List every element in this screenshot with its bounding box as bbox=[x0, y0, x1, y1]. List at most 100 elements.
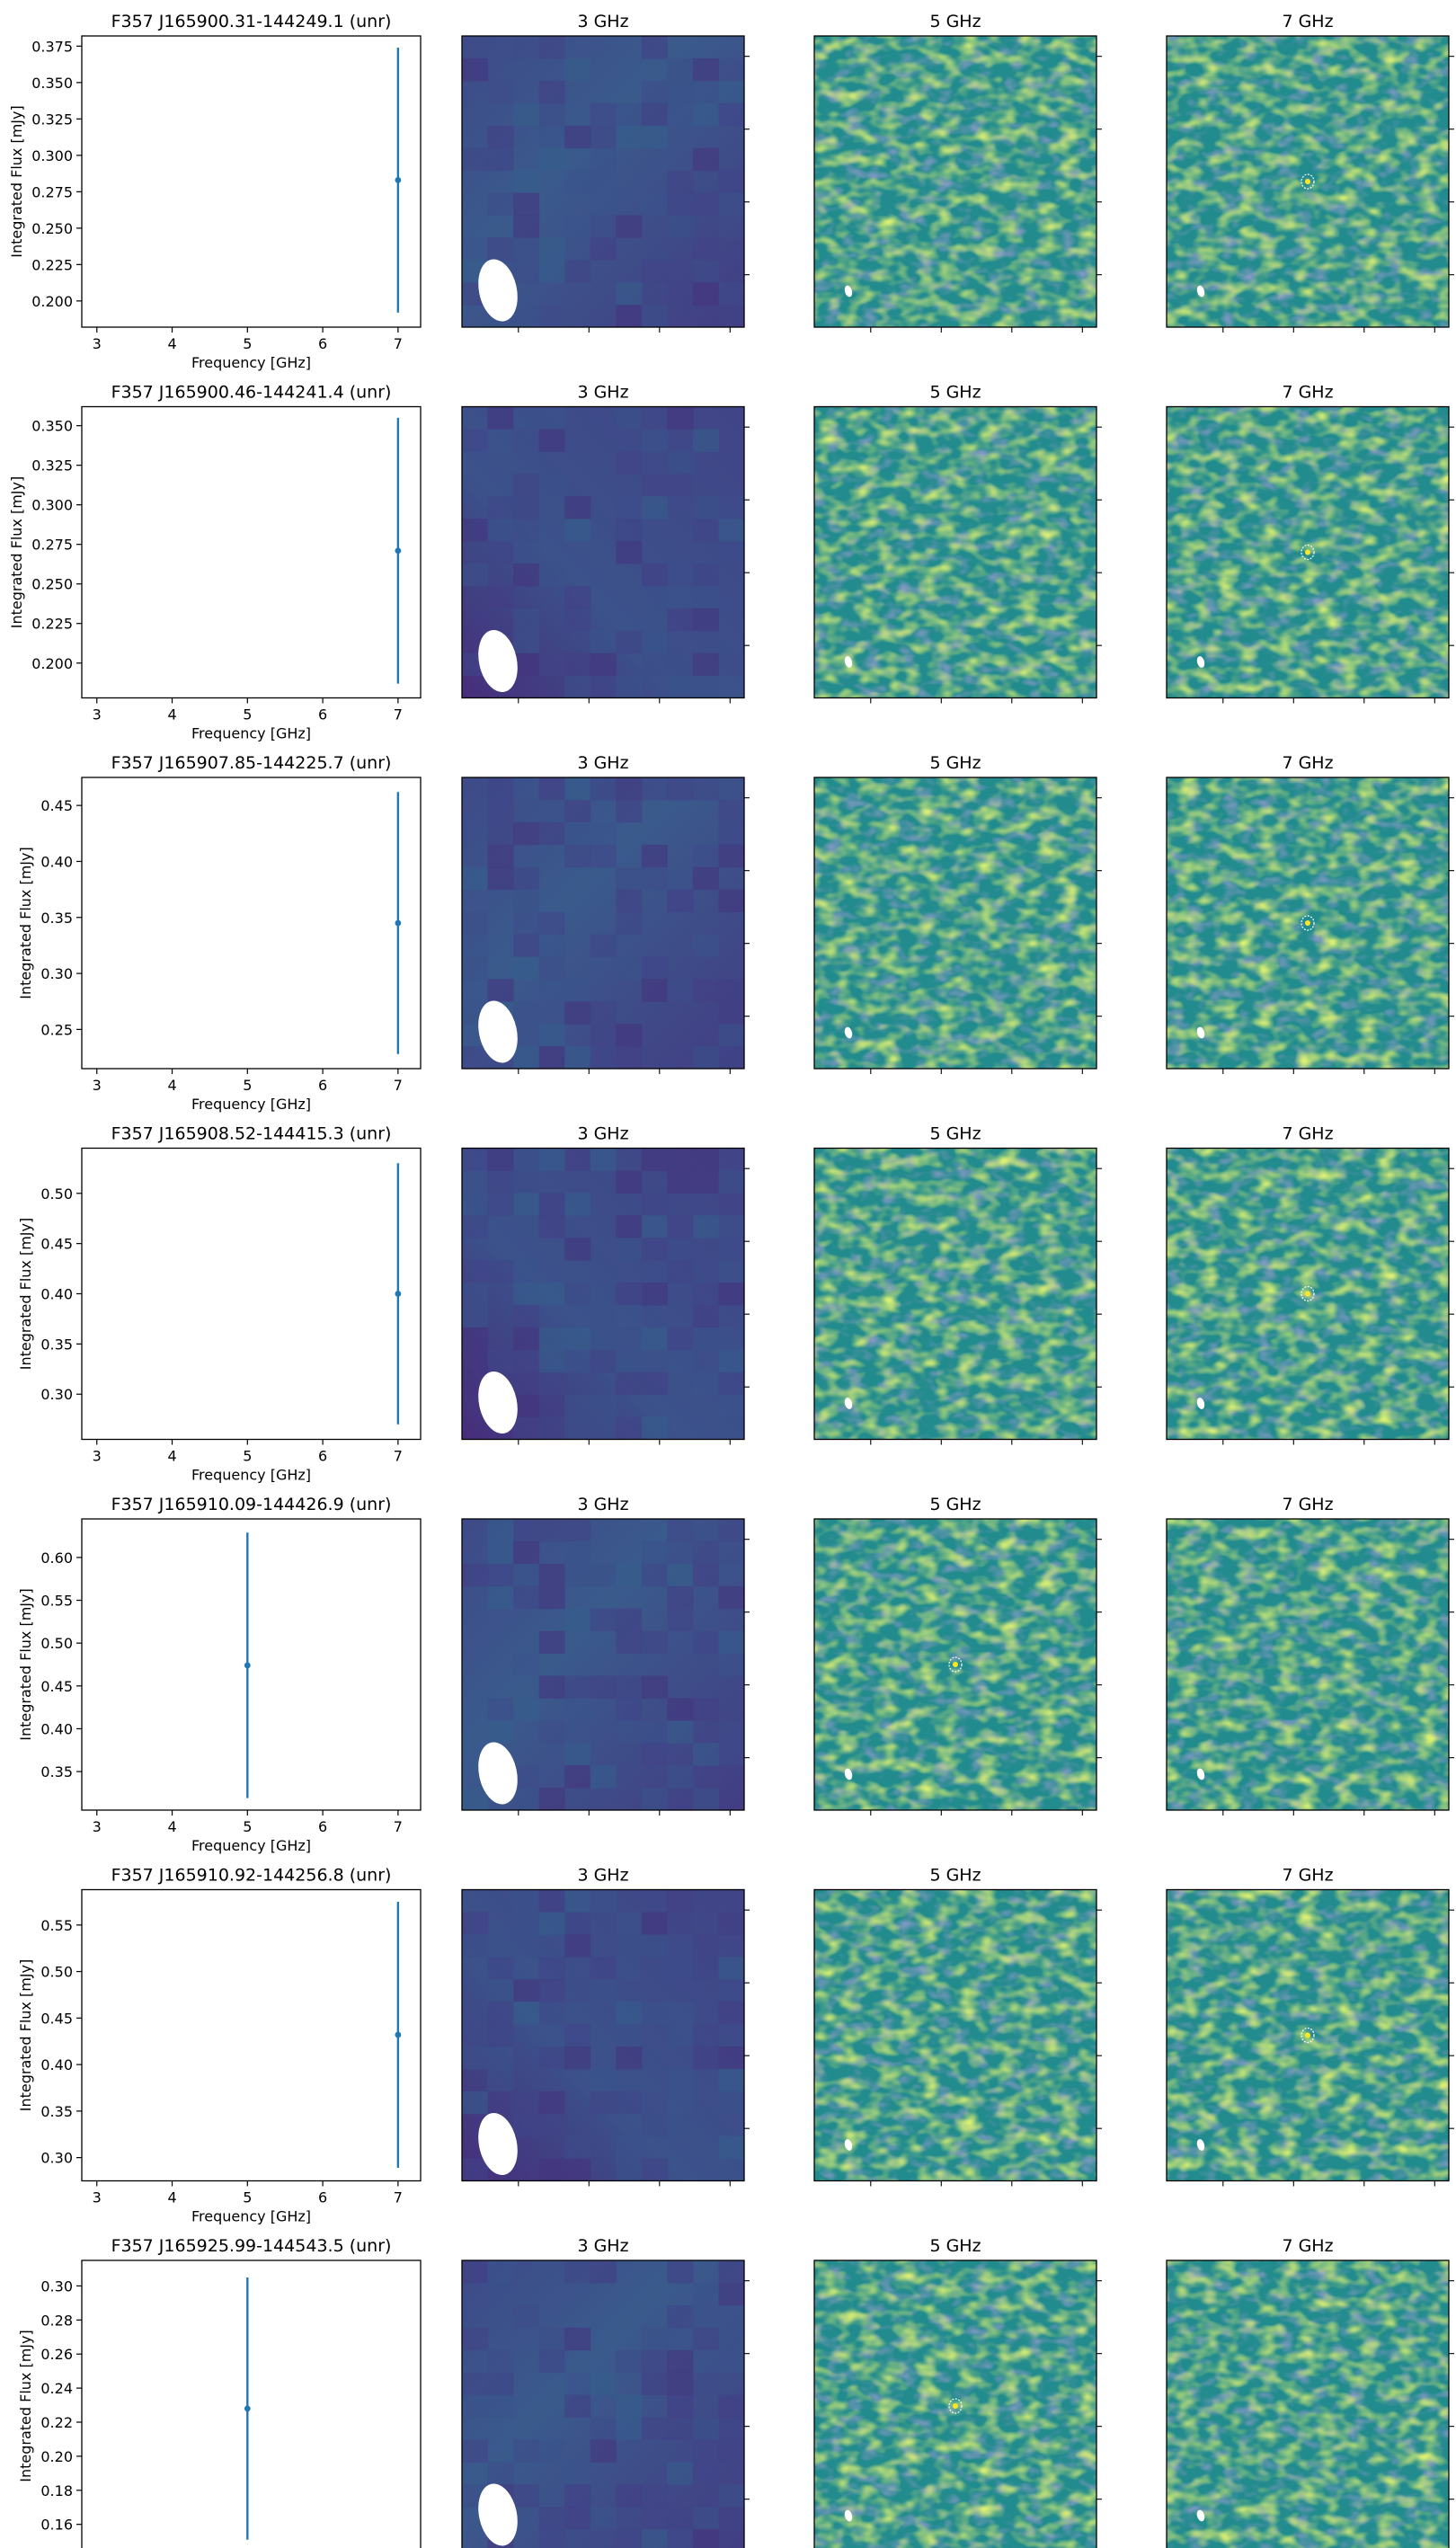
x-tick-label: 7 bbox=[394, 706, 403, 724]
x-tick-label: 5 bbox=[243, 1448, 252, 1465]
image-pixel bbox=[538, 125, 565, 149]
source-contour bbox=[1301, 173, 1315, 190]
y-axis-label: Integrated Flux [mJy] bbox=[17, 2330, 34, 2481]
image-pixel bbox=[487, 2024, 514, 2047]
image-pixel bbox=[667, 1912, 694, 1935]
image-pixel bbox=[692, 496, 719, 519]
y-tick-label: 0.22 bbox=[40, 2414, 73, 2431]
data-point bbox=[395, 547, 402, 555]
y-axis-label: Integrated Flux [mJy] bbox=[17, 1959, 34, 2111]
image-pixel bbox=[513, 1327, 540, 1351]
image-content bbox=[1167, 36, 1449, 327]
image-panel: 5 GHz bbox=[813, 753, 1102, 1074]
image-pixel bbox=[538, 1416, 565, 1440]
image-pixel bbox=[616, 2349, 643, 2374]
image-pixel bbox=[538, 2507, 565, 2530]
image-pixel bbox=[538, 305, 565, 327]
image-pixel bbox=[641, 260, 668, 283]
y-tick-label: 0.20 bbox=[40, 2448, 73, 2465]
data-point bbox=[395, 919, 402, 927]
image-panel: 3 GHz bbox=[461, 383, 750, 704]
beam-ellipse bbox=[478, 1000, 518, 1063]
image-pixel bbox=[513, 406, 540, 430]
image-pixel bbox=[513, 1304, 540, 1328]
image-pixel bbox=[616, 1170, 643, 1194]
image-pixel bbox=[718, 215, 744, 238]
figure-row: F357 J165900.31-144249.1 (unr) 3 4 5 6 7 Frequ… bbox=[8, 12, 1454, 371]
image-pixel bbox=[462, 1193, 489, 1216]
image-pixel bbox=[538, 237, 565, 261]
image-pixel bbox=[692, 1563, 719, 1587]
image-pixel bbox=[462, 563, 489, 587]
y-tick-label: 0.225 bbox=[31, 616, 73, 633]
image-pixel bbox=[667, 1608, 694, 1632]
image-pixel bbox=[692, 1046, 719, 1069]
data-point bbox=[244, 1662, 251, 1669]
image-pixel bbox=[538, 799, 565, 823]
beam-ellipse bbox=[844, 285, 853, 297]
y-tick-label: 0.35 bbox=[40, 2103, 73, 2120]
image-pixel bbox=[692, 2349, 719, 2374]
panel-title: 5 GHz bbox=[929, 1866, 981, 1886]
image-pixel bbox=[641, 1260, 668, 1283]
image-pixel bbox=[667, 282, 694, 306]
image-pixel bbox=[641, 1416, 668, 1440]
image-pixel bbox=[513, 519, 540, 542]
image-pixel bbox=[538, 429, 565, 452]
image-pixel bbox=[641, 866, 668, 891]
x-tick-label: 6 bbox=[318, 1448, 327, 1465]
image-pixel bbox=[667, 979, 694, 1002]
image-frame bbox=[1166, 35, 1450, 328]
image-pixel bbox=[487, 2091, 514, 2115]
panel-title: 3 GHz bbox=[577, 12, 628, 31]
image-pixel bbox=[616, 2024, 643, 2047]
x-tick-label: 4 bbox=[167, 706, 176, 724]
image-pixel bbox=[616, 496, 643, 519]
y-tick-label: 0.50 bbox=[40, 1964, 73, 1981]
figure-row: F357 J165910.09-144426.9 (unr) 3 4 5 6 7 Frequ… bbox=[17, 1495, 1454, 1854]
image-content bbox=[1167, 2260, 1449, 2548]
image-pixel bbox=[564, 2484, 591, 2508]
image-pixel bbox=[718, 653, 744, 677]
beam-ellipse bbox=[1196, 285, 1205, 297]
image-pixel bbox=[590, 1416, 617, 1440]
image-pixel bbox=[641, 80, 668, 104]
image-pixel bbox=[616, 1608, 643, 1632]
image-pixel bbox=[564, 1912, 591, 1935]
image-noise-bright bbox=[814, 777, 1096, 1069]
image-pixel bbox=[692, 1889, 719, 1913]
image-pixel bbox=[564, 2394, 591, 2418]
image-pixel bbox=[538, 1349, 565, 1373]
image-pixel bbox=[538, 2439, 565, 2463]
image-pixel bbox=[462, 934, 489, 957]
image-pixel bbox=[538, 2002, 565, 2025]
image-content bbox=[814, 406, 1096, 698]
image-pixel bbox=[641, 2327, 668, 2351]
image-pixel bbox=[590, 1979, 617, 2002]
image-pixel bbox=[487, 2372, 514, 2396]
image-pixel bbox=[590, 192, 617, 216]
image-pixel bbox=[513, 1912, 540, 1935]
x-axis-label: Frequency [GHz] bbox=[191, 1467, 311, 1484]
image-pixel bbox=[616, 519, 643, 542]
image-pixel bbox=[538, 1215, 565, 1238]
image-pixel bbox=[641, 777, 668, 801]
x-tick-label: 3 bbox=[93, 335, 102, 352]
image-frame bbox=[461, 405, 745, 699]
image-pixel bbox=[538, 1630, 565, 1655]
image-pixel bbox=[692, 2439, 719, 2463]
y-tick-label: 0.275 bbox=[31, 183, 73, 200]
image-pixel bbox=[564, 799, 591, 823]
image-pixel bbox=[692, 1957, 719, 1980]
y-tick-label: 0.325 bbox=[31, 111, 73, 128]
beam-ellipse bbox=[478, 2483, 518, 2546]
source-peak bbox=[1305, 1291, 1310, 1297]
image-pixel bbox=[667, 260, 694, 283]
image-pixel bbox=[590, 1608, 617, 1632]
image-pixel bbox=[564, 125, 591, 149]
image-pixel bbox=[641, 1743, 668, 1766]
image-pixel bbox=[718, 1170, 744, 1194]
image-content bbox=[462, 1148, 744, 1440]
image-frame bbox=[461, 1518, 745, 1811]
image-pixel bbox=[564, 821, 591, 846]
